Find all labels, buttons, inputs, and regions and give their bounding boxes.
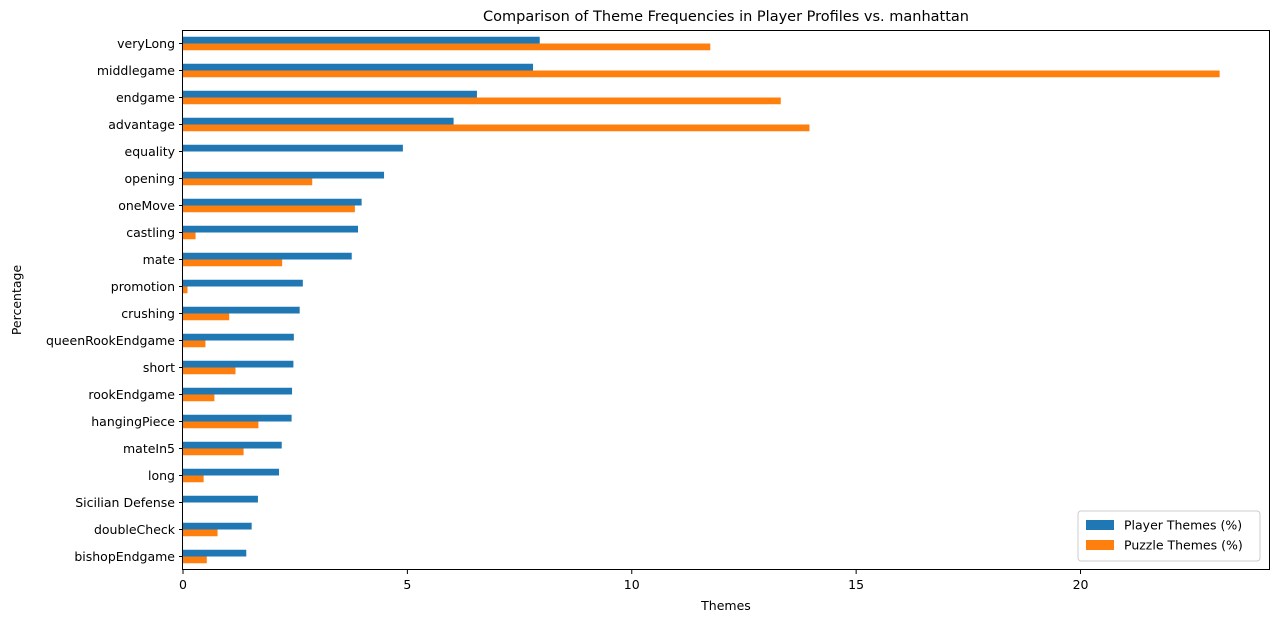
y-tick-label: bishopEndgame [74,549,175,564]
bar-player [183,495,258,503]
legend: Player Themes (%) Puzzle Themes (%) [1077,510,1261,562]
bar-puzzle [183,259,283,267]
y-axis-label: Percentage [9,265,24,336]
bar-player [183,90,477,98]
bar-puzzle [183,367,236,375]
legend-label: Puzzle Themes (%) [1124,538,1243,553]
y-tick-label: doubleCheck [94,522,176,537]
bar-player [183,171,385,179]
bar-puzzle [183,529,218,537]
bar-player [183,360,294,368]
bar-player [183,441,282,449]
legend-box [1077,510,1261,562]
bar-puzzle [183,97,781,105]
bar-player [183,252,352,260]
bar-player [183,198,362,206]
bar-puzzle [183,70,1220,78]
y-tick-label: equality [125,144,176,159]
bar-player [183,522,252,530]
y-tick-label: long [148,468,175,483]
legend-label: Player Themes (%) [1124,518,1242,533]
y-tick-label: advantage [108,117,175,132]
bars-group [183,36,1220,564]
y-tick-label: endgame [116,90,175,105]
plot-frame [182,30,1270,570]
bar-puzzle [183,232,196,240]
bar-player [183,468,280,476]
bar-puzzle [183,394,215,402]
bar-player [183,387,293,395]
bar-puzzle [183,124,810,132]
bar-player [183,63,534,71]
x-tick-label: 5 [403,577,411,592]
y-tick-label: middlegame [97,63,175,78]
bar-puzzle [183,178,313,186]
y-tick-label: castling [126,225,175,240]
chart-title: Comparison of Theme Frequencies in Playe… [483,9,969,25]
bar-puzzle [183,313,230,321]
bar-puzzle [183,448,244,456]
bar-player [183,117,454,125]
x-tick-label: 10 [624,577,640,592]
bar-puzzle [183,43,711,51]
y-tick-label: oneMove [118,198,175,213]
bar-player [183,36,540,44]
x-tick-label: 15 [848,577,864,592]
bar-player [183,549,247,557]
bar-player [183,279,303,287]
bar-player [183,225,359,233]
x-tick-label: 0 [179,577,187,592]
y-tick-label: veryLong [117,36,175,51]
x-tick-label: 20 [1073,577,1089,592]
y-tick-label: short [143,360,175,375]
y-tick-label: crushing [121,306,175,321]
bar-puzzle [183,205,355,213]
bar-puzzle [183,340,206,348]
y-tick-label: Sicilian Defense [75,495,175,510]
bar-puzzle [183,286,188,294]
legend-swatch [1086,520,1114,530]
y-tick-label: opening [124,171,175,186]
y-tick-label: mate [143,252,176,267]
bar-puzzle [183,421,259,429]
legend-swatch [1086,540,1114,550]
bar-player [183,306,300,314]
y-ticks-group: veryLong middlegame endgame advantage equali… [46,36,183,564]
bar-puzzle [183,475,204,483]
y-tick-label: queenRookEndgame [46,333,175,348]
y-tick-label: promotion [111,279,175,294]
y-tick-label: hangingPiece [91,414,175,429]
x-ticks-group: 0 5 10 15 20 [179,570,1089,592]
y-tick-label: mateIn5 [123,441,175,456]
y-tick-label: rookEndgame [88,387,175,402]
bar-player [183,333,294,341]
bar-puzzle [183,556,207,564]
x-axis-label: Themes [700,598,751,613]
bar-player [183,144,403,152]
bar-player [183,414,292,422]
